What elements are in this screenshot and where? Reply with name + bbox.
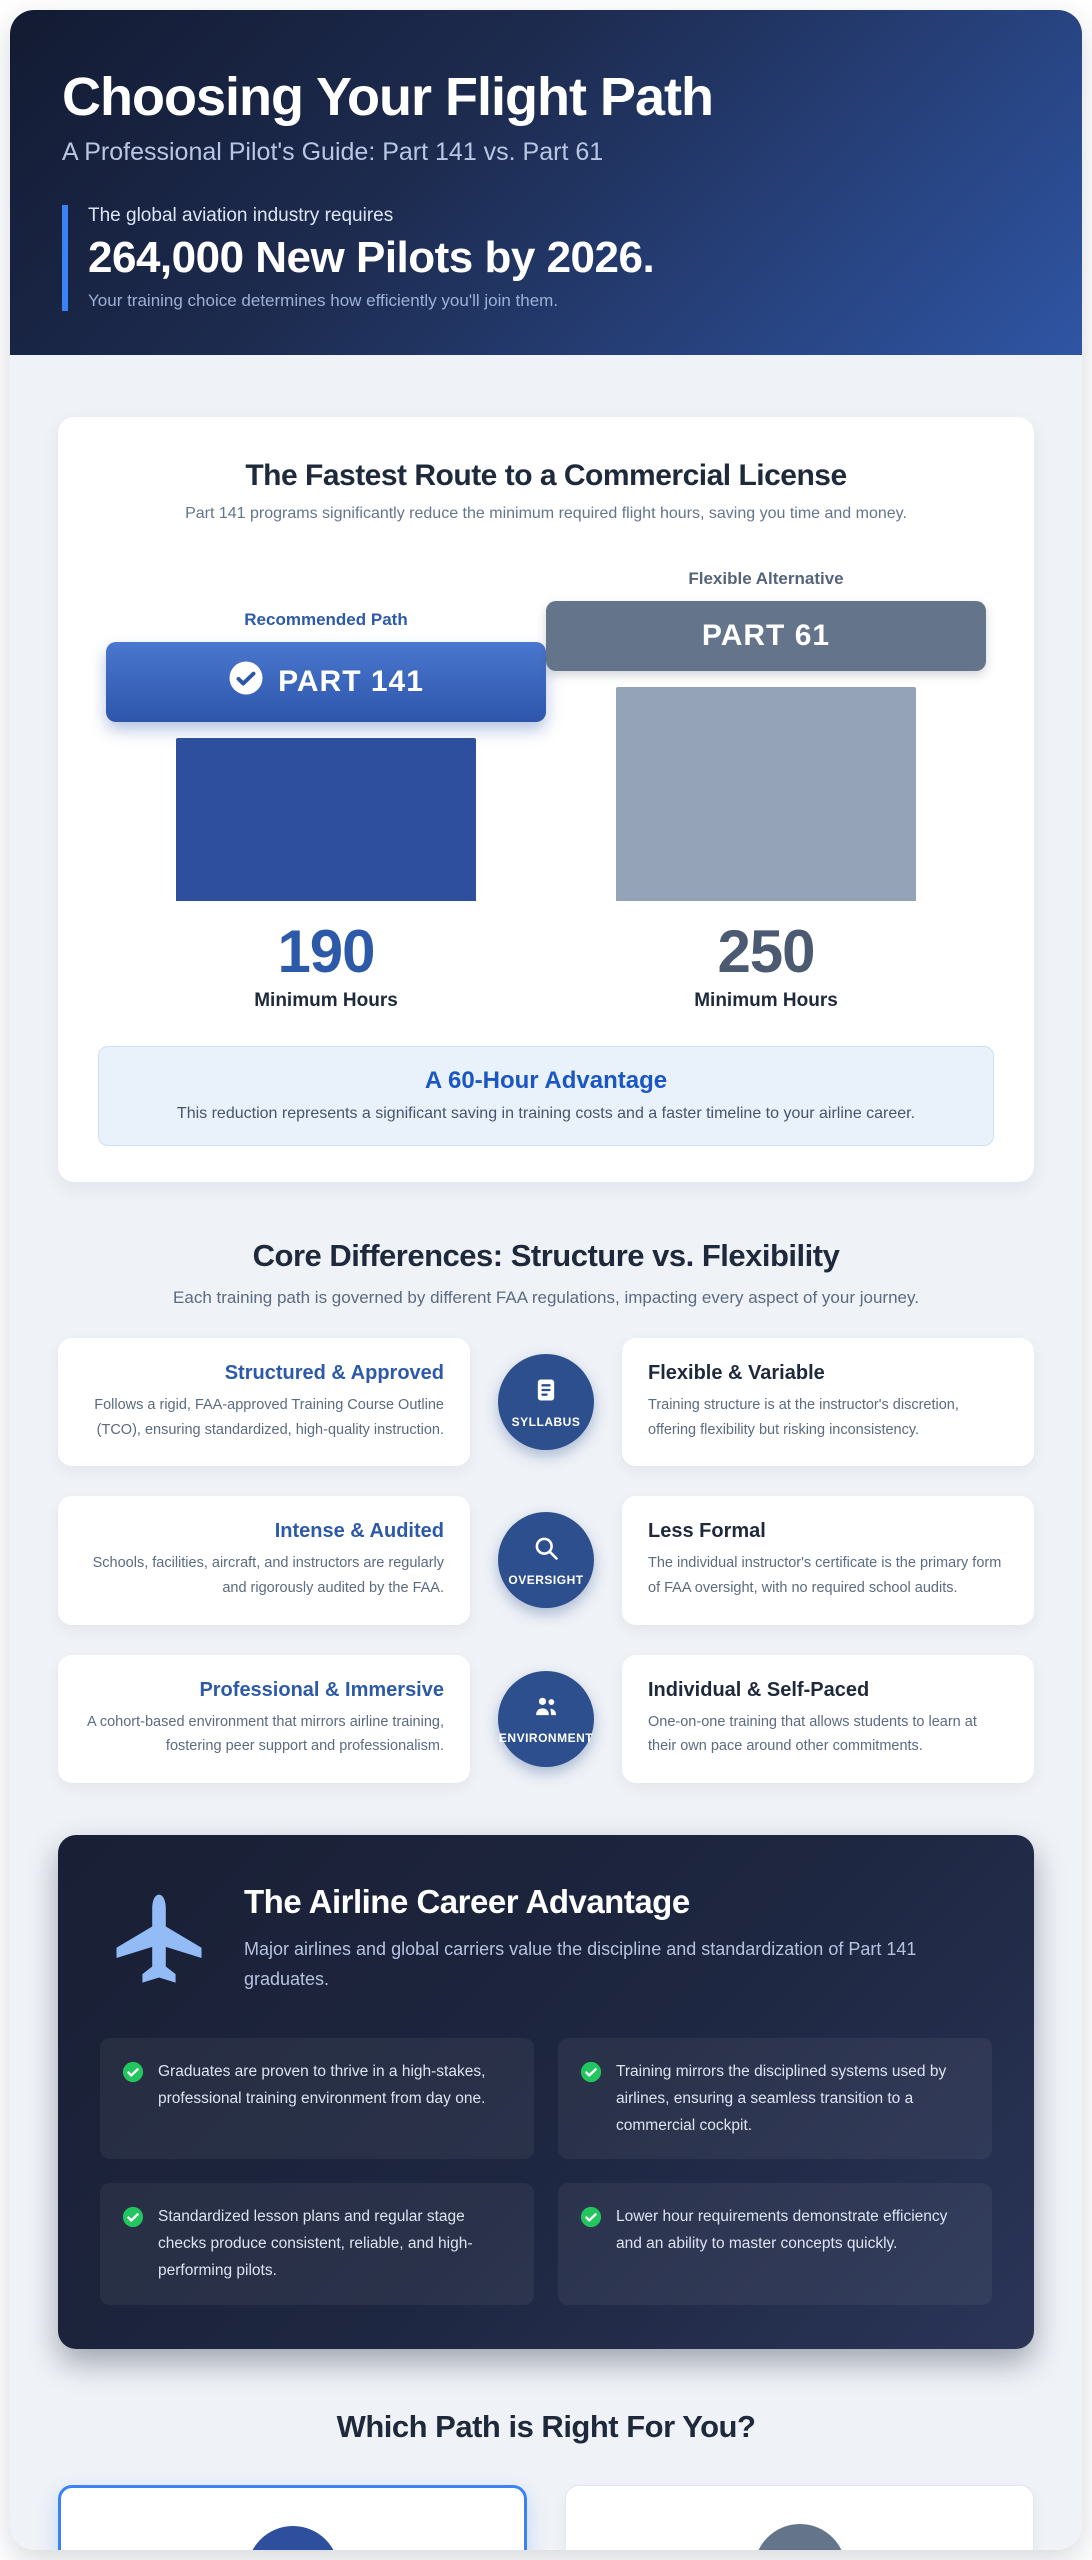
part141-oversight-card: Intense & Audited Schools, facilities, a… <box>58 1496 470 1625</box>
document-icon <box>532 1376 560 1409</box>
badge-label: OVERSIGHT <box>508 1572 584 1587</box>
badge-label: ENVIRONMENT <box>498 1731 594 1746</box>
part61-column: Flexible Alternative PART 61 250 Minimum… <box>546 569 986 1012</box>
advantage-point-text: Training mirrors the disciplined systems… <box>616 2062 947 2135</box>
part61-environment-card: Individual & Self-Paced One-on-one train… <box>622 1654 1034 1783</box>
route-title: The Fastest Route to a Commercial Licens… <box>245 459 847 492</box>
advantage-point: Graduates are proven to thrive in a high… <box>100 2037 534 2160</box>
advantage-point-text: Graduates are proven to thrive in a high… <box>158 2062 486 2107</box>
stat-value: 264,000 New Pilots by 2026. <box>88 233 655 282</box>
part61-banner: PART 61 <box>546 601 986 671</box>
advantage-point-text: Standardized lesson plans and regular st… <box>158 2208 473 2280</box>
part141-hours: 190 <box>277 918 375 985</box>
comparison-left-title: Intense & Audited <box>274 1520 444 1543</box>
map-pin-icon <box>753 2523 846 2550</box>
part141-environment-card: Professional & Immersive A cohort-based … <box>58 1654 470 1783</box>
advantage-point: Training mirrors the disciplined systems… <box>558 2037 992 2160</box>
check-circle-icon <box>122 2058 144 2088</box>
career-advantage-subtitle: Major airlines and global carriers value… <box>244 1938 917 1989</box>
stat-intro: The global aviation industry requires <box>88 205 394 226</box>
core-differences-section: Core Differences: Structure vs. Flexibil… <box>58 1238 1034 1783</box>
career-advantage-title: The Airline Career Advantage <box>244 1882 690 1920</box>
oversight-badge: OVERSIGHT <box>498 1512 594 1609</box>
part61-tag: Flexible Alternative <box>688 569 844 588</box>
advantage-callout: A 60-Hour Advantage This reduction repre… <box>98 1046 994 1146</box>
comparison-left-text: Schools, facilities, aircraft, and instr… <box>92 1555 444 1596</box>
advantage-text: This reduction represents a significant … <box>176 1105 916 1122</box>
comparison-left-text: A cohort-based environment that mirrors … <box>86 1713 444 1755</box>
choice-cards: The Aspiring Airline Professional You ar… <box>58 2484 1034 2550</box>
part141-label: PART 141 <box>278 665 424 698</box>
syllabus-badge: SYLLABUS <box>498 1354 594 1451</box>
advantage-point-text: Lower hour requirements demonstrate effi… <box>616 2208 948 2253</box>
page-title: Choosing Your Flight Path <box>62 67 714 127</box>
comparison-row: Structured & Approved Follows a rigid, F… <box>58 1338 1034 1467</box>
comparison-right-text: The individual instructor's certificate … <box>648 1555 1002 1596</box>
part141-column: Recommended Path PART 141 190 Minimum Ho… <box>106 610 546 1012</box>
aspiring-professional-card: The Aspiring Airline Professional You ar… <box>58 2484 527 2550</box>
comparison-right-title: Flexible & Variable <box>648 1362 825 1384</box>
part61-hours: 250 <box>717 918 815 985</box>
comparison-left-title: Structured & Approved <box>224 1362 444 1384</box>
part61-label: PART 61 <box>701 619 831 652</box>
pilot-demand-stat: The global aviation industry requires 26… <box>62 205 1030 311</box>
comparison-right-title: Less Formal <box>648 1520 766 1543</box>
magnifier-icon <box>532 1534 560 1567</box>
part141-banner: PART 141 <box>106 642 546 722</box>
infographic-page: Choosing Your Flight Path A Professional… <box>10 10 1082 2550</box>
comparison-right-title: Individual & Self-Paced <box>648 1678 870 1701</box>
core-differences-subtitle: Each training path is governed by differ… <box>173 1288 919 1307</box>
fastest-route-card: The Fastest Route to a Commercial Licens… <box>58 417 1034 1182</box>
check-circle-icon <box>580 2058 602 2088</box>
check-circle-icon <box>228 660 264 704</box>
part141-tag: Recommended Path <box>244 610 408 629</box>
comparison-row: Professional & Immersive A cohort-based … <box>58 1654 1034 1783</box>
check-circle-icon <box>122 2203 144 2233</box>
flexible-aviator-card: The Flexible Aviator You need to balance… <box>565 2484 1034 2550</box>
hours-bar-chart: Recommended Path PART 141 190 Minimum Ho… <box>98 569 994 1012</box>
comparison-row: Intense & Audited Schools, facilities, a… <box>58 1496 1034 1625</box>
comparison-right-text: Training structure is at the instructor'… <box>648 1397 959 1438</box>
part61-bar <box>616 687 916 901</box>
person-icon <box>246 2525 339 2550</box>
which-path-title: Which Path is Right For You? <box>336 2408 756 2444</box>
comparison-left-title: Professional & Immersive <box>199 1678 444 1701</box>
advantage-points: Graduates are proven to thrive in a high… <box>100 2037 992 2305</box>
part61-caption: Minimum Hours <box>694 990 838 1011</box>
header: Choosing Your Flight Path A Professional… <box>10 10 1082 355</box>
stat-note: Your training choice determines how effi… <box>88 291 559 310</box>
route-subtitle: Part 141 programs significantly reduce t… <box>185 505 907 522</box>
check-circle-icon <box>580 2203 602 2233</box>
part141-caption: Minimum Hours <box>254 990 398 1011</box>
comparison-right-text: One-on-one training that allows students… <box>648 1713 977 1755</box>
advantage-point: Lower hour requirements demonstrate effi… <box>558 2183 992 2305</box>
airplane-icon <box>108 1883 210 1998</box>
comparison-left-text: Follows a rigid, FAA-approved Training C… <box>94 1397 444 1438</box>
part141-syllabus-card: Structured & Approved Follows a rigid, F… <box>58 1338 470 1467</box>
part61-syllabus-card: Flexible & Variable Training structure i… <box>622 1338 1034 1467</box>
advantage-point: Standardized lesson plans and regular st… <box>100 2183 534 2305</box>
part141-bar <box>176 738 476 901</box>
advantage-title: A 60-Hour Advantage <box>424 1067 668 1094</box>
core-differences-title: Core Differences: Structure vs. Flexibil… <box>252 1238 840 1273</box>
environment-badge: ENVIRONMENT <box>498 1670 594 1767</box>
part61-oversight-card: Less Formal The individual instructor's … <box>622 1496 1034 1625</box>
badge-label: SYLLABUS <box>511 1414 581 1429</box>
page-subtitle: A Professional Pilot's Guide: Part 141 v… <box>62 138 604 166</box>
career-advantage-card: The Airline Career Advantage Major airli… <box>58 1834 1034 2349</box>
people-icon <box>532 1692 560 1725</box>
